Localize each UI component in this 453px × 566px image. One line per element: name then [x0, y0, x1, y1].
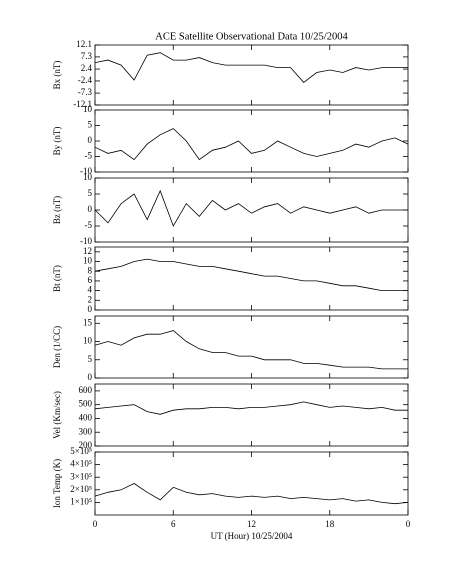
y-tick-label: 7.3 [81, 51, 93, 61]
chart-title: ACE Satellite Observational Data 10/25/2… [155, 31, 348, 42]
x-tick-label: 18 [325, 519, 335, 529]
y-tick-label: 2×10⁵ [70, 484, 92, 494]
y-tick-label: 2.4 [81, 63, 93, 73]
y-tick-label: 300 [79, 426, 93, 436]
data-line [94, 258, 408, 291]
panel-frame [94, 383, 409, 447]
data-line [94, 330, 408, 370]
y-tick-label: 0 [88, 304, 93, 314]
data-line [94, 189, 408, 227]
y-axis-label: Vel (Km/sec) [52, 391, 62, 439]
y-tick-label: -7.3 [78, 87, 93, 97]
y-tick-label: 0 [88, 135, 93, 145]
x-tick-label: 0 [93, 519, 98, 529]
panel-frame [94, 109, 409, 173]
y-axis-label: Bx (nT) [52, 61, 62, 90]
data-line [94, 128, 409, 161]
y-tick-label: 15 [83, 317, 93, 327]
y-tick-label: 0 [88, 372, 93, 382]
y-tick-label: 3×10⁵ [70, 471, 92, 481]
x-axis-label: UT (Hour) 10/25/2004 [211, 531, 293, 541]
y-tick-label: 8 [88, 265, 93, 275]
y-tick-label: 1×10⁵ [70, 496, 92, 506]
y-axis-label: By (nT) [52, 127, 62, 156]
y-tick-label: 10 [83, 104, 93, 114]
y-tick-label: 5 [88, 188, 93, 198]
y-tick-label: 400 [79, 413, 93, 423]
y-tick-label: 12 [83, 246, 92, 256]
x-tick-label: 0 [406, 519, 411, 529]
y-tick-label: -10 [80, 236, 92, 246]
y-tick-label: 5 [88, 354, 93, 364]
y-tick-label: 600 [79, 385, 93, 395]
panel-frame [94, 44, 409, 106]
y-axis-label: Bz (nT) [52, 196, 62, 224]
y-tick-label: 6 [88, 275, 93, 285]
y-tick-label: 5×10⁵ [70, 446, 92, 456]
y-tick-label: -5 [85, 151, 93, 161]
y-axis-label: Den (1/CC) [52, 326, 62, 368]
y-tick-label: 10 [83, 256, 93, 266]
data-line [94, 52, 408, 83]
y-tick-label: 4 [88, 285, 93, 295]
panel-frame [94, 451, 409, 516]
y-tick-label: 200 [79, 440, 93, 450]
data-line [94, 483, 409, 505]
y-axis-label: Bt (nT) [52, 265, 62, 292]
y-tick-label: -5 [85, 220, 93, 230]
y-tick-label: 0 [88, 204, 93, 214]
y-tick-label: 5 [88, 120, 93, 130]
x-tick-label: 12 [247, 519, 256, 529]
panel-frame [94, 246, 409, 311]
x-tick-label: 6 [171, 519, 176, 529]
panel-frame [94, 315, 409, 379]
y-tick-label: -10 [80, 166, 92, 176]
y-axis-label: Ion Temp (K) [52, 459, 62, 508]
y-tick-label: 10 [83, 336, 93, 346]
y-tick-label: 500 [79, 399, 93, 409]
data-line [94, 401, 408, 415]
y-tick-label: 12.1 [76, 39, 92, 49]
y-tick-label: -12.1 [73, 99, 92, 109]
y-tick-label: 2 [88, 294, 93, 304]
y-tick-label: 10 [83, 172, 93, 182]
y-tick-label: -2.4 [78, 75, 93, 85]
y-tick-label: 4×10⁵ [70, 459, 92, 469]
